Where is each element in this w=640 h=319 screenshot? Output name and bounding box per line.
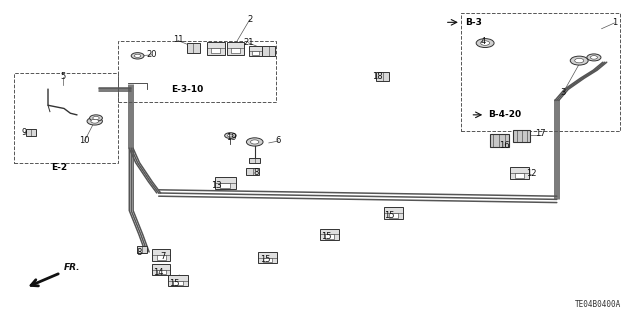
Text: 19: 19 [227, 133, 237, 142]
Text: E-2: E-2 [51, 163, 67, 172]
Bar [262, 258, 273, 262]
Bar [246, 168, 259, 175]
Circle shape [476, 39, 494, 48]
Text: 1: 1 [612, 18, 617, 27]
Bar [389, 213, 398, 218]
Circle shape [251, 140, 259, 144]
Bar [26, 129, 36, 136]
Circle shape [91, 119, 99, 123]
Bar [510, 167, 529, 179]
Text: 11: 11 [173, 35, 183, 44]
Circle shape [587, 54, 601, 61]
Bar [118, 41, 276, 102]
Bar [157, 255, 166, 260]
Text: E-3-10: E-3-10 [172, 85, 204, 94]
Text: 20: 20 [147, 50, 157, 59]
Text: 5: 5 [60, 72, 65, 81]
Circle shape [591, 56, 598, 59]
Text: B-3: B-3 [465, 18, 481, 27]
Text: 10: 10 [79, 136, 90, 145]
Bar [320, 229, 339, 240]
Text: 2: 2 [247, 15, 252, 24]
Bar [152, 249, 170, 261]
Circle shape [131, 53, 144, 59]
Bar [152, 264, 170, 275]
Bar [14, 73, 118, 163]
Bar [231, 48, 240, 53]
Text: 4: 4 [481, 37, 486, 46]
Text: 15: 15 [321, 232, 332, 241]
Bar [211, 48, 220, 53]
Text: 9: 9 [22, 128, 27, 137]
Bar [384, 207, 403, 219]
Circle shape [570, 56, 588, 65]
Bar [227, 42, 244, 55]
Bar [168, 275, 188, 286]
Text: 16: 16 [499, 141, 509, 150]
Circle shape [481, 41, 490, 45]
Text: B-4-20: B-4-20 [488, 110, 521, 119]
Bar [515, 173, 525, 178]
Text: 8: 8 [137, 248, 142, 256]
Text: 7: 7 [161, 252, 166, 261]
Circle shape [87, 117, 102, 125]
Bar [173, 281, 183, 285]
Text: 13: 13 [211, 181, 221, 189]
Bar [262, 46, 275, 56]
Text: 12: 12 [526, 169, 536, 178]
Bar [252, 51, 259, 55]
Text: 6: 6 [276, 136, 281, 145]
Circle shape [225, 133, 236, 138]
Text: 8: 8 [253, 168, 259, 177]
Text: 17: 17 [536, 130, 546, 138]
Text: FR.: FR. [64, 263, 81, 272]
Circle shape [575, 58, 584, 63]
Bar [249, 46, 262, 56]
Text: 3: 3 [561, 88, 566, 97]
Circle shape [246, 138, 263, 146]
Bar [220, 183, 230, 188]
Text: 15: 15 [384, 211, 394, 220]
Text: 14: 14 [154, 268, 164, 277]
Bar [258, 252, 277, 263]
Bar [376, 72, 389, 81]
Bar [325, 234, 335, 239]
Text: 15: 15 [260, 256, 271, 264]
Bar [137, 246, 147, 253]
Text: 15: 15 [170, 279, 180, 288]
Text: TE04B0400A: TE04B0400A [575, 300, 621, 309]
Bar [215, 177, 236, 189]
Bar [157, 270, 166, 274]
Circle shape [90, 115, 102, 121]
Bar [513, 130, 530, 142]
Circle shape [93, 116, 99, 120]
Circle shape [228, 134, 233, 137]
Bar [249, 158, 260, 163]
Bar [187, 43, 200, 53]
Circle shape [134, 54, 141, 57]
Text: 21: 21 [243, 38, 253, 47]
Bar [207, 42, 225, 55]
Bar [461, 13, 620, 131]
Text: 18: 18 [372, 72, 383, 81]
Bar [490, 134, 509, 147]
